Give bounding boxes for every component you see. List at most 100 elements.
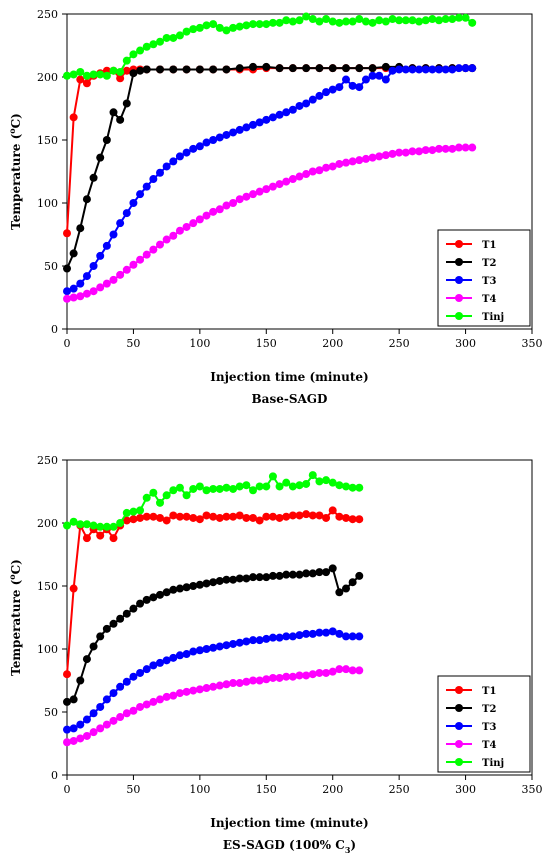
data-point-t4 (255, 187, 264, 196)
data-point-t4 (249, 190, 257, 199)
data-point-t4 (215, 681, 224, 690)
data-point-t2 (288, 570, 297, 579)
legend-label: T1 (482, 240, 496, 251)
data-point-tinj (182, 27, 191, 36)
data-point-t4 (282, 177, 291, 186)
data-point-t3 (348, 632, 357, 641)
data-point-t2 (76, 676, 85, 685)
data-point-t3 (381, 75, 390, 84)
data-point-t3 (255, 118, 264, 127)
data-point-tinj (89, 521, 98, 530)
data-point-t2 (235, 574, 244, 583)
data-point-t4 (63, 738, 71, 747)
data-point-t2 (82, 655, 91, 664)
y-axis-title-main: Temperature ( (9, 579, 23, 675)
data-point-t4 (435, 144, 443, 153)
data-point-t4 (182, 687, 191, 696)
legend-swatch-marker (455, 758, 463, 766)
data-point-t2 (109, 619, 118, 628)
data-point-t2 (156, 590, 164, 599)
data-point-t1 (222, 512, 231, 521)
data-point-tinj (122, 56, 131, 65)
data-point-tinj (215, 484, 224, 493)
data-point-t2 (355, 64, 364, 73)
data-point-t2 (162, 588, 171, 597)
data-point-t4 (189, 686, 198, 695)
x-tick-label: 350 (522, 783, 543, 796)
data-point-t1 (322, 513, 331, 522)
data-point-t2 (136, 66, 145, 75)
data-point-t2 (355, 571, 364, 580)
data-point-t4 (302, 170, 311, 179)
data-point-tinj (149, 40, 158, 49)
data-point-tinj (149, 488, 158, 497)
plot-frame (66, 459, 533, 776)
data-point-t3 (395, 65, 404, 74)
data-point-tinj (461, 13, 470, 22)
data-point-t4 (116, 713, 125, 722)
data-point-t4 (156, 240, 164, 249)
legend-item-t4: T4 (446, 294, 496, 305)
data-point-tinj (242, 481, 251, 490)
data-point-tinj (202, 486, 211, 495)
data-point-tinj (175, 483, 184, 492)
data-point-t3 (202, 138, 211, 147)
data-point-t1 (209, 512, 218, 521)
data-point-t3 (229, 128, 238, 137)
data-point-tinj (268, 472, 277, 481)
x-tick-label: 50 (126, 783, 140, 796)
data-point-tinj (109, 522, 118, 531)
data-point-t2 (142, 65, 151, 74)
data-point-t4 (156, 695, 164, 704)
data-point-t4 (202, 684, 211, 693)
data-point-t3 (348, 81, 357, 90)
data-point-t2 (328, 64, 337, 73)
y-axis-title-end: C) (9, 559, 23, 574)
data-point-t4 (308, 167, 317, 176)
data-point-tinj (169, 33, 178, 42)
data-point-t4 (209, 207, 218, 216)
legend-swatch-marker (455, 294, 463, 302)
data-point-t3 (428, 65, 437, 74)
data-point-tinj (288, 482, 297, 491)
data-point-tinj (275, 482, 284, 491)
data-point-tinj (89, 70, 98, 79)
y-tick-label: 50 (44, 706, 58, 719)
data-point-t2 (82, 195, 91, 204)
data-point-t4 (235, 679, 244, 688)
x-tick-label: 200 (322, 783, 343, 796)
data-point-t4 (348, 157, 357, 166)
data-point-tinj (342, 17, 350, 26)
data-point-t3 (461, 64, 470, 73)
series-t3 (63, 64, 477, 296)
data-point-t3 (215, 133, 224, 142)
data-point-t3 (222, 130, 231, 139)
data-point-t3 (441, 65, 450, 74)
y-tick-label: 50 (44, 260, 58, 273)
data-point-tinj (162, 491, 171, 500)
data-point-t2 (381, 62, 390, 71)
chart-panel-2: 0 50 100 150 200 250 300 350 0 50 100 150 200 250 Inje… (7, 454, 543, 855)
legend-item-t3: T3 (446, 276, 496, 287)
x-axis-title: Injection time (minute) (210, 816, 368, 830)
data-point-t3 (195, 142, 204, 151)
data-point-tinj (109, 66, 118, 75)
legend-swatch-marker (455, 740, 463, 748)
data-point-t4 (461, 143, 470, 152)
data-point-t3 (262, 115, 271, 124)
plot-area (63, 471, 364, 747)
series-t3 (63, 627, 364, 734)
data-point-tinj (129, 50, 138, 59)
data-point-tinj (63, 71, 71, 80)
data-point-tinj (435, 16, 443, 25)
data-point-t2 (275, 64, 284, 73)
data-point-tinj (235, 22, 244, 31)
data-point-t2 (282, 570, 291, 579)
data-point-t3 (249, 636, 257, 645)
x-tick-label: 0 (64, 337, 71, 350)
data-point-t3 (156, 168, 164, 177)
data-point-t2 (342, 584, 350, 593)
data-point-t3 (149, 661, 158, 670)
data-point-t3 (189, 144, 198, 153)
data-point-t3 (136, 668, 145, 677)
